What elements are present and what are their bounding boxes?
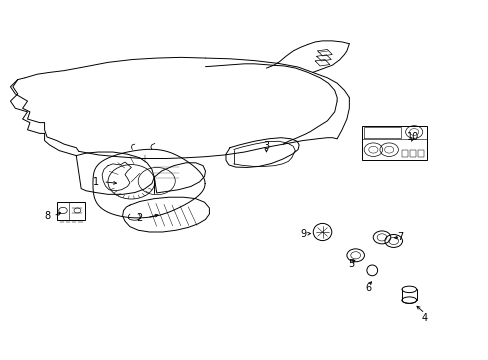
Text: 4: 4 [421, 313, 427, 323]
Bar [361, 126, 427, 160]
Text: 3: 3 [263, 141, 269, 151]
Text: 9: 9 [299, 229, 305, 239]
Text: 1: 1 [93, 177, 99, 187]
Bar [57, 202, 85, 220]
Bar [417, 149, 423, 157]
Bar [402, 149, 407, 157]
Text: 6: 6 [365, 283, 371, 293]
Text: 7: 7 [397, 232, 403, 242]
Text: 8: 8 [44, 211, 50, 221]
Text: 10: 10 [406, 132, 418, 142]
Text: 5: 5 [348, 259, 354, 269]
Bar [409, 149, 415, 157]
Text: 2: 2 [136, 213, 142, 222]
